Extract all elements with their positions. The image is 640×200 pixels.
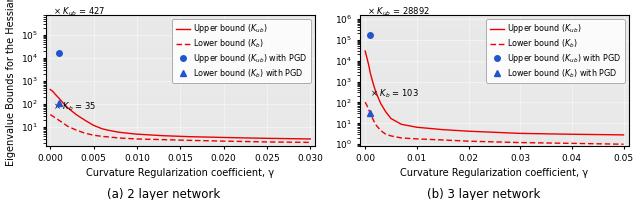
X-axis label: Curvature Regularization coefficient, γ: Curvature Regularization coefficient, γ (400, 168, 588, 178)
Text: $\times$ $K_{ub}$ = 28892: $\times$ $K_{ub}$ = 28892 (367, 6, 429, 18)
Y-axis label: Eigenvalue Bounds for the Hessian: Eigenvalue Bounds for the Hessian (6, 0, 15, 166)
Text: (b) 3 layer network: (b) 3 layer network (426, 188, 540, 200)
Legend: Upper bound ($K_{ub}$), Lower bound ($K_b$), Upper bound ($K_{ub}$) with PGD, Lo: Upper bound ($K_{ub}$), Lower bound ($K_… (486, 19, 625, 83)
Text: $\times$ $K_{ub}$ = 427: $\times$ $K_{ub}$ = 427 (53, 5, 106, 18)
Text: (a) 2 layer network: (a) 2 layer network (107, 188, 220, 200)
X-axis label: Curvature Regularization coefficient, γ: Curvature Regularization coefficient, γ (86, 168, 275, 178)
Text: $\times$ $K_b$ = 35: $\times$ $K_b$ = 35 (53, 100, 96, 113)
Legend: Upper bound ($K_{ub}$), Lower bound ($K_b$), Upper bound ($K_{ub}$) with PGD, Lo: Upper bound ($K_{ub}$), Lower bound ($K_… (172, 19, 310, 83)
Text: $\times$ $K_b$ = 103: $\times$ $K_b$ = 103 (371, 88, 419, 100)
